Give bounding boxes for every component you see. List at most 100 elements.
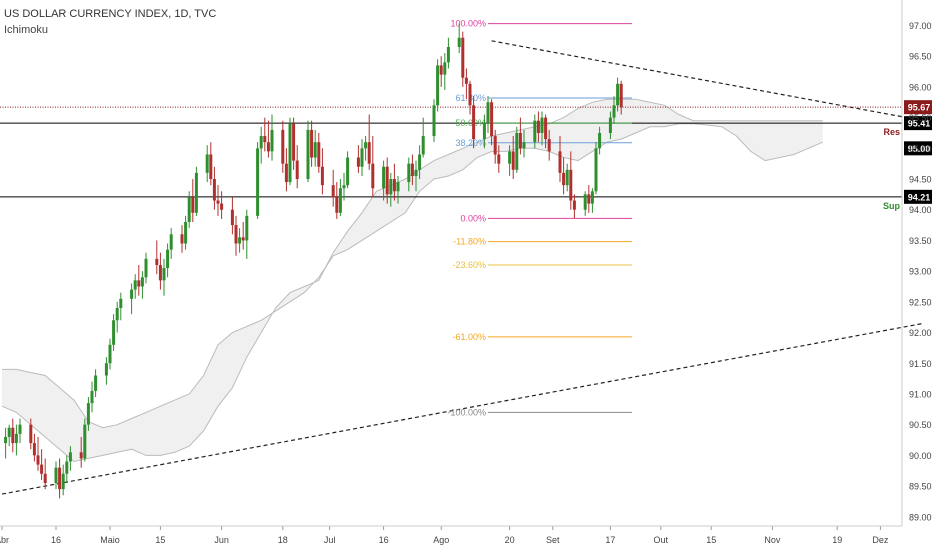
candle-body bbox=[155, 258, 159, 265]
y-tick-label: 96.50 bbox=[909, 52, 932, 62]
candle-body bbox=[396, 182, 400, 192]
candle-body bbox=[540, 117, 544, 133]
candle-body bbox=[371, 163, 375, 189]
x-tick-label: Jul bbox=[324, 535, 336, 545]
y-tick-label: 91.50 bbox=[909, 359, 932, 369]
candle-body bbox=[281, 129, 285, 164]
y-tick-label: 95.50 bbox=[909, 113, 932, 123]
y-tick-label: 93.00 bbox=[909, 267, 932, 277]
candle-body bbox=[310, 129, 314, 158]
kumo-span-a bbox=[2, 123, 823, 429]
candle-body bbox=[68, 452, 72, 462]
candle-body bbox=[162, 268, 166, 281]
price-badge-label-3: 94.21 bbox=[908, 192, 931, 202]
candle-body bbox=[245, 215, 249, 241]
candle-body bbox=[194, 172, 198, 213]
candle-body bbox=[11, 427, 15, 444]
x-tick-label: 15 bbox=[155, 535, 165, 545]
candle-body bbox=[166, 249, 170, 269]
candle-body bbox=[536, 120, 540, 133]
candle-body bbox=[58, 467, 62, 490]
candle-body bbox=[295, 160, 299, 180]
candle-body bbox=[184, 222, 188, 244]
candle-body bbox=[598, 132, 602, 149]
candle-body bbox=[317, 142, 321, 167]
candle-body bbox=[18, 424, 22, 434]
candle-body bbox=[83, 424, 87, 459]
candle-body bbox=[346, 157, 350, 186]
candle-body bbox=[79, 452, 83, 459]
x-tick-label: Maio bbox=[100, 535, 120, 545]
candle-body bbox=[40, 464, 44, 474]
candle-body bbox=[94, 375, 98, 391]
candle-body bbox=[133, 280, 137, 290]
fib-label-4: 0.00% bbox=[460, 213, 486, 223]
candle-body bbox=[572, 200, 576, 210]
candle-body bbox=[414, 169, 418, 176]
y-tick-label: 96.00 bbox=[909, 82, 932, 92]
candle-body bbox=[292, 123, 296, 161]
candle-body bbox=[230, 209, 234, 226]
candle-body bbox=[320, 166, 324, 186]
x-tick-label: 19 bbox=[832, 535, 842, 545]
x-tick-label: 16 bbox=[51, 535, 61, 545]
candle-body bbox=[29, 424, 33, 444]
candle-body bbox=[457, 37, 461, 47]
candle-body bbox=[392, 179, 396, 192]
candle-body bbox=[590, 191, 594, 204]
candle-body bbox=[256, 148, 260, 216]
candle-body bbox=[497, 154, 501, 164]
candle-body bbox=[508, 151, 512, 164]
fib-label-5: -11.80% bbox=[453, 237, 486, 247]
hline-tag-3: Sup bbox=[883, 201, 901, 211]
candle-body bbox=[547, 139, 551, 152]
candle-body bbox=[115, 307, 119, 321]
x-tick-label: 18 bbox=[278, 535, 288, 545]
candle-body bbox=[137, 280, 141, 287]
y-tick-label: 90.00 bbox=[909, 451, 932, 461]
candle-body bbox=[565, 169, 569, 186]
candle-body bbox=[14, 433, 18, 444]
candle-body bbox=[112, 320, 116, 345]
candle-body bbox=[169, 234, 173, 250]
candle-body bbox=[238, 237, 242, 244]
candle-body bbox=[4, 436, 8, 444]
fib-label-3: 38.20% bbox=[455, 138, 486, 148]
candle-body bbox=[436, 65, 440, 106]
candle-body bbox=[270, 129, 274, 152]
candle-body bbox=[439, 65, 443, 75]
candle-body bbox=[220, 203, 224, 210]
fib-label-0: 100.00% bbox=[450, 19, 486, 29]
candle-body bbox=[65, 461, 69, 474]
indicator-label: Ichimoku bbox=[4, 24, 49, 36]
fib-label-8: -100.00% bbox=[447, 407, 486, 417]
candle-body bbox=[464, 77, 468, 84]
candle-body bbox=[356, 157, 360, 167]
x-tick-label: Nov bbox=[764, 535, 781, 545]
candle-body bbox=[461, 37, 465, 78]
candle-body bbox=[180, 234, 184, 244]
fib-label-2: 50.00% bbox=[455, 118, 486, 128]
price-badge-label-1: 95.41 bbox=[908, 119, 931, 129]
candle-body bbox=[482, 123, 486, 140]
candle-body bbox=[43, 473, 47, 484]
candle-body bbox=[266, 142, 270, 152]
y-tick-label: 90.50 bbox=[909, 420, 932, 430]
candle-body bbox=[418, 154, 422, 170]
price-badge-1 bbox=[904, 116, 932, 131]
candle-body bbox=[608, 117, 612, 133]
y-tick-label: 95.00 bbox=[909, 144, 932, 154]
candle-body bbox=[104, 363, 108, 376]
candle-body bbox=[594, 148, 598, 192]
price-badge-label-2: 95.00 bbox=[908, 144, 931, 154]
candle-body bbox=[284, 163, 288, 183]
candle-body bbox=[187, 197, 191, 223]
price-badge-label-0: 95.67 bbox=[908, 103, 931, 113]
candle-body bbox=[558, 151, 562, 173]
candle-body bbox=[472, 105, 476, 140]
candle-body bbox=[533, 120, 537, 143]
candle-body bbox=[385, 166, 389, 195]
candle-body bbox=[234, 225, 238, 244]
